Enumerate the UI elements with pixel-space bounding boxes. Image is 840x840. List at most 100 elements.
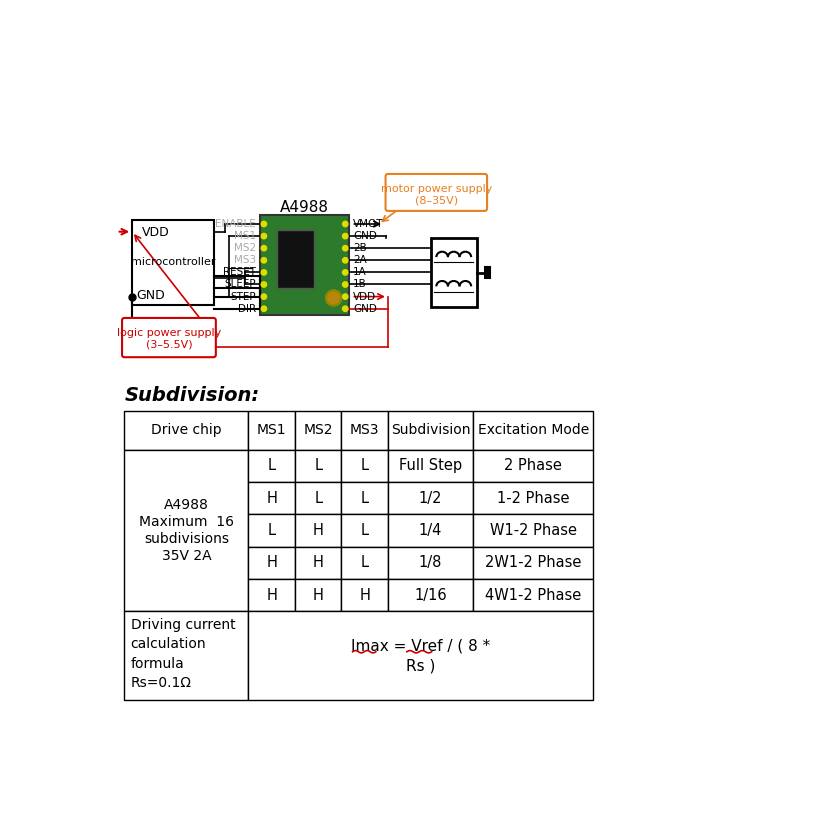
- FancyBboxPatch shape: [122, 318, 216, 357]
- Bar: [249, 449, 295, 482]
- Text: 1-2 Phase: 1-2 Phase: [497, 491, 570, 506]
- Bar: [388, 411, 473, 449]
- Circle shape: [261, 281, 266, 287]
- Circle shape: [261, 245, 266, 251]
- Circle shape: [343, 294, 348, 299]
- Circle shape: [261, 258, 266, 263]
- Text: 2A: 2A: [353, 255, 367, 265]
- Bar: [473, 579, 593, 612]
- Bar: [124, 612, 249, 700]
- Bar: [249, 612, 593, 700]
- Text: L: L: [268, 459, 276, 473]
- Bar: [341, 449, 388, 482]
- Circle shape: [261, 234, 266, 239]
- Text: L: L: [360, 491, 369, 506]
- Text: MS2: MS2: [303, 423, 333, 438]
- Text: 35V 2A: 35V 2A: [161, 549, 211, 563]
- Text: L: L: [314, 459, 322, 473]
- Text: MS1: MS1: [234, 231, 256, 241]
- Bar: [249, 411, 295, 449]
- Text: motor power supply: motor power supply: [381, 184, 492, 193]
- Text: Excitation Mode: Excitation Mode: [478, 423, 589, 438]
- Bar: [388, 449, 473, 482]
- Text: Drive chip: Drive chip: [151, 423, 222, 438]
- Text: GND: GND: [353, 231, 377, 241]
- Circle shape: [261, 306, 266, 312]
- Bar: [485, 267, 491, 278]
- Bar: [249, 482, 295, 514]
- Text: MS2: MS2: [234, 244, 256, 253]
- Text: H: H: [312, 523, 323, 538]
- Text: 2W1-2 Phase: 2W1-2 Phase: [485, 555, 581, 570]
- Bar: [295, 449, 341, 482]
- Text: 2B: 2B: [353, 244, 367, 253]
- Text: A4988: A4988: [164, 498, 209, 512]
- Text: GND: GND: [136, 289, 165, 302]
- Circle shape: [343, 258, 348, 263]
- Bar: [341, 514, 388, 547]
- Text: L: L: [360, 459, 369, 473]
- Text: L: L: [360, 523, 369, 538]
- Text: 4W1-2 Phase: 4W1-2 Phase: [485, 588, 581, 602]
- Text: 1/2: 1/2: [419, 491, 442, 506]
- Text: 1/8: 1/8: [419, 555, 442, 570]
- Bar: [388, 482, 473, 514]
- Text: Subdivision:: Subdivision:: [124, 386, 260, 405]
- Bar: [473, 411, 593, 449]
- Circle shape: [343, 245, 348, 251]
- Circle shape: [326, 290, 341, 306]
- Text: (3–5.5V): (3–5.5V): [145, 340, 192, 350]
- Bar: [124, 449, 249, 612]
- Bar: [295, 482, 341, 514]
- Circle shape: [343, 221, 348, 227]
- Bar: [249, 579, 295, 612]
- Text: VDD: VDD: [353, 291, 376, 302]
- Text: formula: formula: [130, 657, 184, 670]
- Circle shape: [343, 234, 348, 239]
- Text: H: H: [266, 555, 277, 570]
- Circle shape: [343, 281, 348, 287]
- Text: STEP: STEP: [230, 291, 256, 302]
- Circle shape: [261, 270, 266, 275]
- Text: logic power supply: logic power supply: [117, 328, 221, 338]
- Bar: [473, 449, 593, 482]
- Text: H: H: [312, 588, 323, 602]
- Text: H: H: [312, 555, 323, 570]
- Bar: [473, 514, 593, 547]
- Bar: [295, 514, 341, 547]
- Text: L: L: [360, 555, 369, 570]
- Text: Rs=0.1Ω: Rs=0.1Ω: [130, 676, 192, 690]
- Circle shape: [261, 294, 266, 299]
- Bar: [295, 411, 341, 449]
- Text: L: L: [268, 523, 276, 538]
- Bar: [431, 238, 477, 307]
- Text: (8–35V): (8–35V): [415, 196, 458, 206]
- Text: subdivisions: subdivisions: [144, 532, 228, 546]
- Text: 2 Phase: 2 Phase: [504, 459, 562, 473]
- Text: MS1: MS1: [257, 423, 286, 438]
- Text: 1A: 1A: [353, 267, 367, 277]
- Text: Maximum  16: Maximum 16: [139, 515, 234, 529]
- Bar: [388, 579, 473, 612]
- Text: Rs ): Rs ): [406, 659, 435, 674]
- Bar: [295, 579, 341, 612]
- Text: microcontroller: microcontroller: [130, 258, 215, 267]
- Bar: [341, 579, 388, 612]
- Text: GND: GND: [353, 304, 377, 313]
- Text: ENABLE: ENABLE: [215, 219, 256, 229]
- Bar: [260, 215, 349, 315]
- Text: SLEEP: SLEEP: [224, 280, 256, 290]
- Bar: [249, 514, 295, 547]
- Circle shape: [261, 221, 266, 227]
- Text: VDD: VDD: [141, 226, 169, 239]
- Text: 1/16: 1/16: [414, 588, 447, 602]
- Text: Full Step: Full Step: [399, 459, 462, 473]
- Text: calculation: calculation: [130, 638, 206, 652]
- Bar: [473, 547, 593, 579]
- Bar: [388, 514, 473, 547]
- Circle shape: [343, 306, 348, 312]
- Bar: [473, 482, 593, 514]
- Text: H: H: [266, 491, 277, 506]
- Text: Subdivision: Subdivision: [391, 423, 470, 438]
- Text: H: H: [360, 588, 370, 602]
